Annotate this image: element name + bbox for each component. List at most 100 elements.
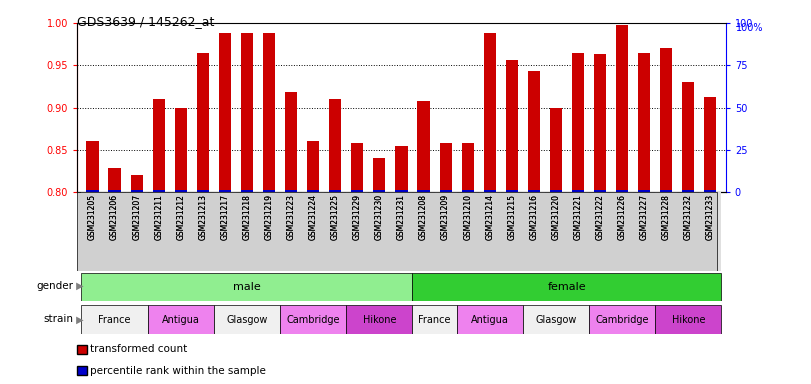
Bar <box>457 192 478 271</box>
Bar <box>440 143 452 384</box>
Bar <box>440 190 452 194</box>
Text: GSM231218: GSM231218 <box>242 194 251 240</box>
Bar <box>280 192 303 271</box>
Bar <box>506 190 518 194</box>
Text: GSM231232: GSM231232 <box>684 194 693 240</box>
Bar <box>174 108 187 384</box>
Bar <box>461 190 474 194</box>
Text: GSM231226: GSM231226 <box>618 194 627 240</box>
Text: GSM231209: GSM231209 <box>441 194 450 240</box>
Bar <box>346 305 413 334</box>
Text: GSM231220: GSM231220 <box>551 194 560 240</box>
Bar <box>307 141 320 384</box>
Bar <box>457 305 523 334</box>
Bar <box>263 33 275 384</box>
Bar <box>87 190 99 194</box>
Bar <box>435 192 457 271</box>
Bar <box>682 82 694 384</box>
Bar <box>550 108 562 384</box>
Text: France: France <box>418 314 451 325</box>
Bar <box>109 190 121 194</box>
Text: GSM231205: GSM231205 <box>88 194 97 240</box>
Text: GSM231228: GSM231228 <box>662 194 671 240</box>
Bar <box>109 168 121 384</box>
Text: GSM231226: GSM231226 <box>618 194 627 240</box>
Bar <box>81 305 148 334</box>
Bar <box>413 192 435 271</box>
Text: GSM231213: GSM231213 <box>199 194 208 240</box>
Text: GSM231231: GSM231231 <box>397 194 406 240</box>
Bar <box>285 92 297 384</box>
Bar <box>169 192 191 271</box>
Bar <box>500 192 523 271</box>
Text: GDS3639 / 145262_at: GDS3639 / 145262_at <box>77 15 214 28</box>
Bar <box>413 305 457 334</box>
Text: GSM231214: GSM231214 <box>485 194 494 240</box>
Text: GSM231224: GSM231224 <box>309 194 318 240</box>
Text: GSM231215: GSM231215 <box>508 194 517 240</box>
Text: GSM231212: GSM231212 <box>176 194 185 240</box>
Text: GSM231224: GSM231224 <box>309 194 318 240</box>
Text: GSM231223: GSM231223 <box>286 194 295 240</box>
Text: GSM231217: GSM231217 <box>221 194 230 240</box>
Text: ▶: ▶ <box>73 314 84 324</box>
Bar <box>263 190 275 194</box>
Bar <box>197 190 209 194</box>
Text: GSM231212: GSM231212 <box>176 194 185 240</box>
Bar <box>329 190 341 194</box>
Text: GSM231222: GSM231222 <box>595 194 604 240</box>
Bar <box>81 273 413 301</box>
Text: GSM231223: GSM231223 <box>286 194 295 240</box>
Text: GSM231221: GSM231221 <box>573 194 582 240</box>
Text: GSM231210: GSM231210 <box>463 194 472 240</box>
Text: GSM231215: GSM231215 <box>508 194 517 240</box>
Bar <box>131 175 143 384</box>
Text: GSM231225: GSM231225 <box>331 194 340 240</box>
Bar <box>214 305 280 334</box>
Bar <box>307 190 320 194</box>
Bar <box>351 143 363 384</box>
Text: Cambridge: Cambridge <box>286 314 340 325</box>
Bar <box>483 190 496 194</box>
Bar <box>241 33 253 384</box>
Bar <box>483 33 496 384</box>
Bar <box>506 60 518 384</box>
Bar <box>638 53 650 384</box>
Bar <box>174 190 187 194</box>
Text: GSM231221: GSM231221 <box>573 194 582 240</box>
Text: GSM231216: GSM231216 <box>530 194 539 240</box>
Bar <box>594 54 606 384</box>
Bar <box>126 192 148 271</box>
Bar <box>373 190 385 194</box>
Bar <box>303 192 324 271</box>
Bar <box>655 192 677 271</box>
Bar <box>219 33 231 384</box>
Bar <box>545 192 567 271</box>
Text: GSM231227: GSM231227 <box>640 194 649 240</box>
Bar <box>413 273 722 301</box>
Bar <box>258 192 280 271</box>
Bar <box>616 25 629 384</box>
Bar <box>346 192 368 271</box>
Bar <box>572 53 584 384</box>
Bar <box>589 192 611 271</box>
Bar <box>396 146 407 384</box>
Text: GSM231225: GSM231225 <box>331 194 340 240</box>
Bar <box>396 190 407 194</box>
Text: Antigua: Antigua <box>162 314 200 325</box>
Bar <box>418 190 430 194</box>
Text: GSM231216: GSM231216 <box>530 194 539 240</box>
Bar <box>87 141 99 384</box>
Text: transformed count: transformed count <box>90 344 187 354</box>
Bar <box>368 192 390 271</box>
Text: GSM231210: GSM231210 <box>463 194 472 240</box>
Text: GSM231207: GSM231207 <box>132 194 141 240</box>
Bar <box>660 190 672 194</box>
Text: GSM231217: GSM231217 <box>221 194 230 240</box>
Text: GSM231206: GSM231206 <box>110 194 119 240</box>
Bar <box>152 190 165 194</box>
Text: 100%: 100% <box>736 23 763 33</box>
Text: Glasgow: Glasgow <box>226 314 268 325</box>
Bar <box>104 192 126 271</box>
Bar <box>611 192 633 271</box>
